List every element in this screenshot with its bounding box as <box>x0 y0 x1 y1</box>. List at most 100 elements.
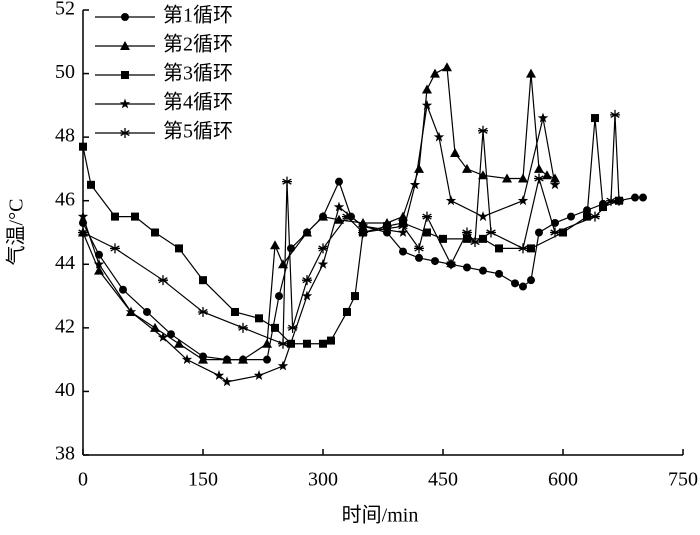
marker <box>175 244 183 253</box>
marker <box>333 201 345 212</box>
marker <box>317 258 329 269</box>
marker <box>478 125 488 136</box>
legend-label: 第2循环 <box>163 33 233 56</box>
marker <box>415 253 423 262</box>
marker <box>199 276 207 285</box>
marker <box>334 214 344 224</box>
marker <box>319 339 327 348</box>
marker <box>486 227 496 238</box>
marker <box>614 195 624 206</box>
marker <box>78 227 88 238</box>
marker <box>231 307 239 316</box>
marker <box>470 237 480 248</box>
y-tick-label: 46 <box>55 188 75 210</box>
marker <box>222 354 232 364</box>
marker <box>343 307 351 316</box>
x-tick-label: 150 <box>188 469 218 491</box>
marker <box>423 228 431 237</box>
marker <box>383 222 391 231</box>
y-tick-label: 52 <box>55 0 75 20</box>
marker <box>94 265 104 275</box>
marker <box>125 306 137 317</box>
marker <box>526 68 536 78</box>
marker <box>351 292 359 301</box>
marker <box>181 354 193 365</box>
series-line <box>82 180 643 361</box>
x-tick-label: 300 <box>308 469 338 491</box>
marker <box>157 331 169 342</box>
marker <box>398 211 408 221</box>
marker <box>262 338 272 348</box>
marker <box>550 227 560 238</box>
marker <box>518 173 528 183</box>
marker <box>502 173 512 183</box>
marker <box>421 99 433 110</box>
marker <box>446 259 456 270</box>
marker <box>527 276 535 285</box>
marker <box>549 179 561 190</box>
x-axis-label: 时间/min <box>342 504 419 527</box>
marker <box>151 228 159 237</box>
x-tick-label: 450 <box>428 469 458 491</box>
marker <box>358 227 368 238</box>
marker <box>213 370 225 380</box>
marker <box>121 71 129 79</box>
marker <box>409 179 421 190</box>
marker <box>335 177 343 186</box>
marker <box>174 338 184 348</box>
marker <box>275 292 283 301</box>
marker <box>342 211 352 222</box>
marker <box>583 212 591 221</box>
x-tick-label: 0 <box>78 469 88 491</box>
marker <box>462 227 472 238</box>
marker <box>591 114 599 123</box>
marker <box>479 234 487 243</box>
marker <box>110 243 120 254</box>
marker <box>282 176 292 187</box>
y-tick-label: 44 <box>55 252 75 274</box>
x-tick-label: 600 <box>548 469 578 491</box>
marker <box>119 98 131 109</box>
marker <box>414 163 424 173</box>
marker <box>590 211 600 222</box>
marker <box>631 193 639 202</box>
marker <box>599 203 607 212</box>
y-axis-label: 气温/°C <box>5 199 28 266</box>
marker <box>495 244 503 253</box>
marker <box>198 354 208 364</box>
marker <box>318 243 328 254</box>
marker <box>517 195 529 206</box>
marker <box>303 339 311 348</box>
marker <box>537 112 549 123</box>
marker <box>318 211 328 221</box>
marker <box>167 330 175 339</box>
marker <box>158 275 168 286</box>
marker <box>120 41 130 50</box>
marker <box>270 240 280 250</box>
legend-label: 第4循环 <box>163 91 233 114</box>
marker <box>87 180 95 189</box>
marker <box>277 360 289 371</box>
marker <box>550 173 560 183</box>
y-tick-label: 40 <box>55 379 75 401</box>
marker <box>567 212 575 221</box>
marker <box>111 212 119 221</box>
marker <box>450 148 460 158</box>
marker <box>238 354 248 364</box>
marker <box>559 228 567 237</box>
y-tick-label: 38 <box>55 443 75 465</box>
marker <box>610 109 620 120</box>
marker <box>271 323 279 332</box>
marker <box>422 84 432 94</box>
marker <box>534 173 544 184</box>
marker <box>463 263 471 272</box>
marker <box>534 163 544 173</box>
marker <box>77 211 89 222</box>
marker <box>422 211 432 222</box>
y-tick-label: 42 <box>55 315 75 337</box>
marker <box>302 275 312 286</box>
marker <box>519 282 527 291</box>
marker <box>302 227 312 237</box>
marker <box>414 243 424 254</box>
